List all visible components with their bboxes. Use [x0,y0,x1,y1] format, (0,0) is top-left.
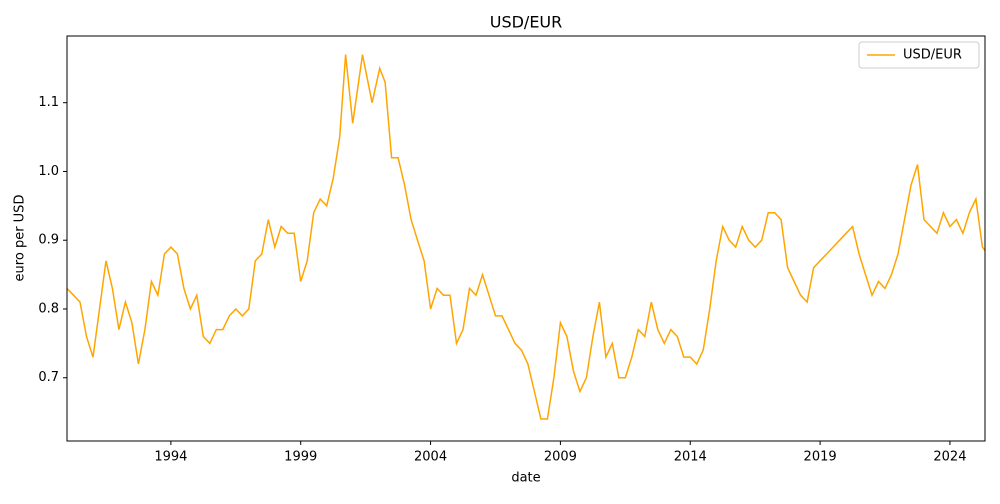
y-tick-label: 0.9 [38,233,59,248]
legend-label: USD/EUR [903,48,962,63]
x-tick-label: 1994 [154,450,187,465]
x-axis-label: date [511,471,540,486]
x-tick-label: 2019 [804,450,837,465]
x-tick-label: 1999 [284,450,317,465]
x-tick-label: 2009 [544,450,577,465]
x-tick-label: 2004 [414,450,447,465]
legend-box [858,41,980,69]
y-tick-label: 1.1 [38,95,59,110]
plot-frame [66,35,986,442]
data-line [66,54,986,420]
y-axis-label: euro per USD [13,195,28,282]
y-tick-label: 1.0 [38,164,59,179]
y-tick-label: 0.7 [38,370,59,385]
y-tick-label: 0.8 [38,301,59,316]
x-tick-label: 2014 [674,450,707,465]
x-tick-label: 2024 [933,450,966,465]
chart-title: USD/EUR [490,13,563,32]
